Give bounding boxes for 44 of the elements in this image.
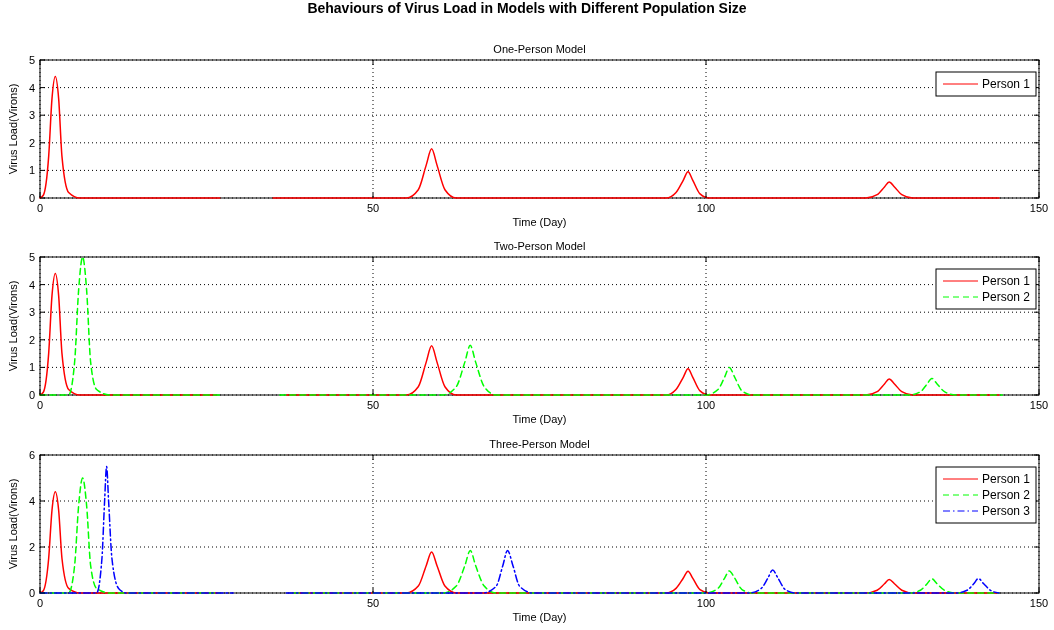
y-tick-label: 2 [28,333,35,346]
x-axis-title: Time (Day) [512,413,567,425]
legend-label: Person 1 [982,77,1031,91]
x-tick-label: 50 [366,399,380,411]
x-tick-label: 50 [366,597,380,609]
x-axis-title: Time (Day) [512,216,567,228]
x-tick-label: 150 [1029,597,1049,609]
y-tick-label: 2 [28,136,35,149]
legend-label: Person 2 [982,290,1031,304]
x-tick-label: 100 [696,399,716,411]
chart-title: Two-Person Model [493,240,586,252]
legend-label: Person 1 [982,274,1031,288]
y-axis-title: Virus Load(Virons) [7,478,19,570]
y-tick-label: 4 [28,81,35,94]
x-axis-title: Time (Day) [512,611,567,623]
y-tick-label: 1 [28,361,35,374]
x-tick-label: 150 [1029,399,1049,411]
y-tick-label: 4 [28,278,35,291]
y-tick-label: 0 [28,389,35,401]
y-tick-label: 3 [28,109,35,122]
chart-title: Three-Person Model [489,438,590,450]
y-tick-label: 5 [28,251,35,263]
x-tick-label: 0 [36,399,44,411]
y-axis-title: Virus Load(Virons) [7,83,19,175]
x-tick-label: 100 [696,202,716,214]
legend-label: Person 1 [982,472,1031,486]
chart-subtitle: One-Person Model [493,43,586,55]
y-tick-label: 5 [28,54,35,66]
y-tick-label: 1 [28,164,35,177]
y-tick-label: 4 [28,495,35,507]
legend-label: Person 2 [982,488,1031,502]
x-tick-label: 50 [366,202,380,214]
y-tick-label: 6 [28,449,35,461]
y-tick-label: 0 [28,192,35,204]
y-tick-label: 0 [28,587,35,599]
chart-title: Behaviours of Virus Load in Models with Different Population Size [307,0,747,16]
x-tick-label: 0 [36,202,44,214]
x-tick-label: 100 [696,597,716,609]
y-tick-label: 2 [28,541,35,553]
y-tick-label: 3 [28,306,35,319]
legend-label: Person 3 [982,504,1031,518]
y-axis-title: Virus Load(Virons) [7,280,19,372]
x-tick-label: 0 [36,597,44,609]
x-tick-label: 150 [1029,202,1049,214]
